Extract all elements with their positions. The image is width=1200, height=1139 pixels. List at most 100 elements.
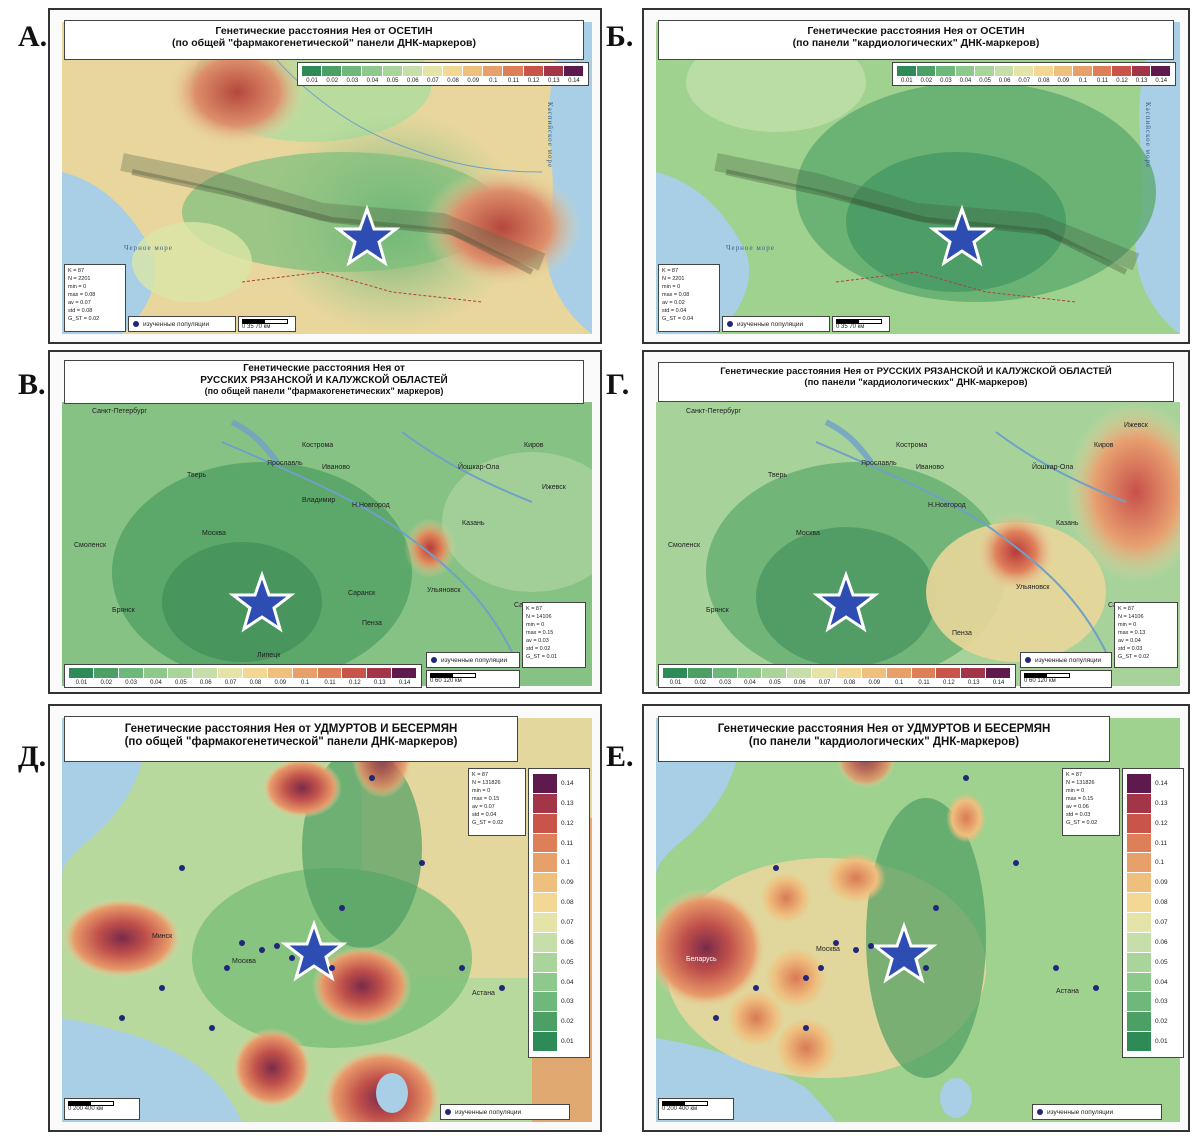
legend-swatch xyxy=(916,66,936,76)
place-label: Минск xyxy=(152,933,173,940)
legend-label: 0.02 xyxy=(920,78,933,84)
legend-label: 0.08 xyxy=(249,680,262,686)
map-area-g: Санкт-Петербург Москва Тверь Ярославль К… xyxy=(656,402,1180,686)
panel-letter-g: Г. xyxy=(606,368,630,401)
legend-swatch xyxy=(663,668,687,678)
place-label: Брянск xyxy=(706,607,729,614)
legend-label: 0.01 xyxy=(306,78,318,84)
legend-label: 0.08 xyxy=(1037,78,1050,84)
legend-label: 0.07 xyxy=(561,918,574,926)
stats-line: G_ST = 0.01 xyxy=(526,654,558,660)
place-label: Йошкар-Ола xyxy=(458,464,500,471)
title-line: (по общей панели "фармакогенетических" м… xyxy=(204,386,444,396)
legend-swatch xyxy=(543,66,563,76)
legend-label: 0.01 xyxy=(900,78,913,84)
legend-label: 0.13 xyxy=(1155,799,1168,807)
color-legend-d: 0.14 0.13 0.12 0.11 0.1 0.09 0.08 0.07 0.06 0.05 0… xyxy=(528,768,590,1058)
panel-letter-e: Е. xyxy=(606,740,634,773)
legend-label: 0.11 xyxy=(1096,78,1109,84)
legend-swatch xyxy=(1131,66,1151,76)
place-label: Смоленск xyxy=(74,542,107,549)
title-line: (по панели "кардиологических" ДНК-маркер… xyxy=(804,376,1028,388)
title-line: (по общей "фармакогенетической" панели Д… xyxy=(172,37,476,50)
place-label: Кострома xyxy=(302,442,334,449)
studied-legend-a: изученные популяции xyxy=(128,316,236,332)
place-label: Казань xyxy=(1056,520,1079,527)
legend-swatch xyxy=(443,66,463,76)
legend-swatch xyxy=(911,668,936,678)
legend-label: 0.02 xyxy=(561,1018,574,1026)
place-label: Н.Новгород xyxy=(928,502,966,509)
legend-swatch xyxy=(402,66,422,76)
legend-label: 0.05 xyxy=(561,958,574,966)
legend-swatch xyxy=(986,668,1010,678)
color-legend-a: 0.01 0.02 0.03 0.04 0.05 0.06 0.07 0.08 0.09 0.1 0… xyxy=(297,62,589,86)
legend-swatch xyxy=(1073,66,1092,76)
legend-swatch xyxy=(737,668,762,678)
legend-label: 0.03 xyxy=(346,78,359,84)
legend-swatch xyxy=(994,66,1014,76)
legend-swatch xyxy=(422,66,442,76)
legend-label: 0.09 xyxy=(467,78,480,84)
legend-label: 0.04 xyxy=(1155,978,1168,986)
stats-line: G_ST = 0.02 xyxy=(1118,654,1150,660)
legend-label: 0.13 xyxy=(561,799,574,807)
star-marker xyxy=(280,919,348,982)
legend-label: 0.11 xyxy=(918,680,930,686)
legend-label: 0.09 xyxy=(1155,879,1168,887)
legend-swatch xyxy=(1127,873,1151,893)
stats-line: av = 0.02 xyxy=(662,300,685,306)
population-dot-icon xyxy=(431,657,437,663)
stats-line: max = 0.15 xyxy=(526,630,554,636)
legend-swatch xyxy=(533,913,557,932)
stats-line: min = 0 xyxy=(472,788,491,794)
place-label: Иваново xyxy=(322,464,350,471)
legend-label: 0.06 xyxy=(199,680,212,686)
stats-line: av = 0.06 xyxy=(1066,804,1089,810)
place-label: Санкт-Петербург xyxy=(686,408,741,415)
legend-label: 0.04 xyxy=(959,78,972,84)
legend-swatch xyxy=(787,668,812,678)
legend-label: 0.09 xyxy=(868,680,881,686)
stats-line: max = 0.13 xyxy=(1118,630,1146,636)
legend-swatch xyxy=(1034,66,1053,76)
legend-label: 0.05 xyxy=(1155,958,1168,966)
stats-line: N = 131826 xyxy=(1066,780,1095,786)
legend-label: 0.06 xyxy=(406,78,419,84)
title-line: РУССКИХ РЯЗАНСКОЙ И КАЛУЖСКОЙ ОБЛАСТЕЙ xyxy=(200,374,448,386)
stats-line: max = 0.08 xyxy=(662,292,690,298)
place-label: Каспийское море xyxy=(546,102,554,169)
stats-line: av = 0.04 xyxy=(1118,638,1141,644)
place-label: Москва xyxy=(816,946,840,953)
panel-letter-a: А. xyxy=(18,20,48,53)
legend-swatch xyxy=(463,66,483,76)
legend-swatch xyxy=(1127,932,1151,952)
map-area-v: Санкт-Петербург Москва Тверь Ярославль К… xyxy=(62,402,592,686)
legend-swatch xyxy=(69,668,93,678)
legend-label: 0.09 xyxy=(1057,78,1070,84)
legend-label: 0.07 xyxy=(818,680,831,686)
stats-line: G_ST = 0.02 xyxy=(472,820,504,826)
studied-legend-e: изученные популяции xyxy=(1032,1104,1162,1120)
legend-swatch xyxy=(483,66,503,76)
legend-label: 0.11 xyxy=(561,839,574,847)
stats-line: N = 14106 xyxy=(526,614,552,620)
stats-line: N = 2201 xyxy=(662,276,685,282)
legend-swatch xyxy=(533,932,557,952)
legend-label: 0.06 xyxy=(998,78,1011,84)
legend-label: 0.03 xyxy=(1155,998,1168,1006)
legend-swatch xyxy=(342,66,362,76)
scale-bar-v: 0 60 120 км xyxy=(426,670,520,688)
title-line: Генетические расстояния Нея от УДМУРТОВ … xyxy=(717,723,1051,735)
legend-label: 0.03 xyxy=(125,680,137,686)
legend-swatch xyxy=(1014,66,1033,76)
legend-swatch xyxy=(1127,813,1151,833)
legend-label: 0.1 xyxy=(894,680,904,686)
studied-legend-v: изученные популяции xyxy=(426,652,520,668)
population-dot-icon xyxy=(133,321,139,327)
legend-label: 0.02 xyxy=(694,680,707,686)
studied-label: изученные популяции xyxy=(1035,656,1102,664)
stats-box-d: K = 87 N = 131826 min = 0 max = 0.15 av = 0.… xyxy=(468,768,526,836)
legend-swatch xyxy=(392,668,416,678)
place-label: Ульяновск xyxy=(427,587,461,594)
